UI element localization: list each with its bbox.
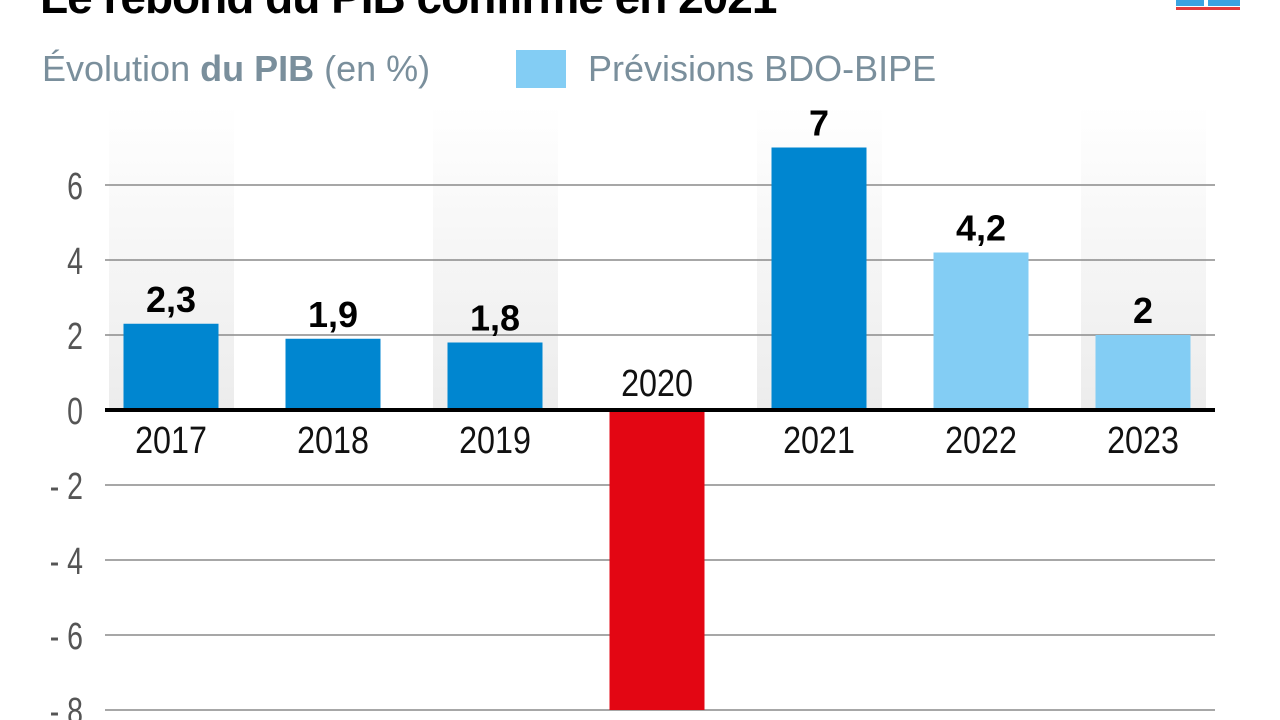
y-tick-label: - 8 [50, 691, 83, 720]
x-tick-label: 2022 [945, 420, 1017, 462]
logo [1176, 0, 1240, 10]
data-label: 4,2 [956, 208, 1006, 249]
y-tick-label: 2 [67, 316, 83, 358]
y-tick-label: - 4 [50, 541, 83, 583]
y-tick-label: 6 [67, 166, 83, 208]
x-tick-label: 2017 [135, 420, 207, 462]
data-label: 1,9 [308, 294, 358, 335]
x-tick-label: 2020 [621, 363, 693, 405]
bar-2023 [1095, 335, 1191, 410]
subtitle-unit: (en %) [314, 48, 431, 89]
chart-title: Le rebond du PIB confirmé en 2021 [40, 0, 777, 24]
x-tick-label: 2023 [1107, 420, 1179, 462]
legend-label: Prévisions BDO-BIPE [588, 48, 937, 89]
y-tick-label: - 2 [50, 466, 83, 508]
legend-swatch [516, 50, 566, 88]
data-label: 7 [809, 103, 829, 144]
y-tick-label: 0 [67, 391, 83, 433]
bar-2017 [123, 323, 219, 410]
bar-2019 [447, 342, 543, 410]
bar-2022 [933, 252, 1029, 410]
y-tick-label: - 6 [50, 616, 83, 658]
y-tick-label: 4 [67, 241, 83, 283]
x-tick-label: 2019 [459, 420, 531, 462]
data-label: 1,8 [470, 298, 520, 339]
data-label: 2 [1133, 290, 1153, 331]
bar-2020 [609, 410, 705, 710]
subtitle-bold: du PIB [200, 48, 315, 89]
bar-2018 [285, 338, 381, 410]
bar-2021 [771, 147, 867, 410]
subtitle-text: Évolution [42, 48, 201, 89]
x-tick-label: 2018 [297, 420, 369, 462]
x-tick-label: 2021 [783, 420, 855, 462]
chart-subtitle: Évolution du PIB (en %) [42, 48, 430, 90]
data-label: 2,3 [146, 279, 196, 320]
legend: Prévisions BDO-BIPE [516, 48, 936, 90]
